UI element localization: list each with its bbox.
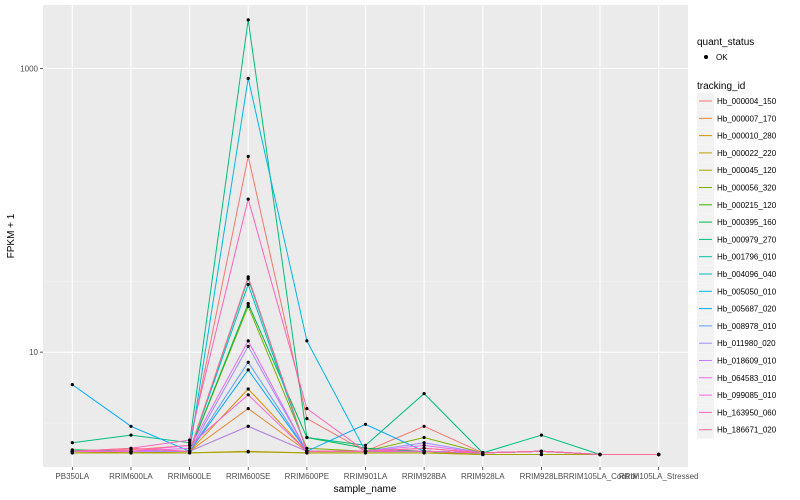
data-point — [539, 449, 544, 453]
data-point — [363, 446, 368, 450]
data-point — [246, 339, 250, 343]
legend-label: Hb_000004_150 — [717, 97, 777, 106]
data-point — [246, 154, 250, 158]
x-tick-label: RRIM928LA — [461, 472, 505, 481]
data-point — [422, 392, 426, 396]
data-point — [246, 368, 250, 372]
data-point — [129, 433, 133, 437]
data-point — [246, 302, 250, 306]
color-legend-title: tracking_id — [697, 81, 745, 92]
data-point — [246, 282, 250, 287]
x-tick-label: RRIM600PE — [285, 472, 329, 481]
y-tick-label: 10 — [29, 348, 38, 357]
y-axis-title: FPKM + 1 — [6, 213, 17, 258]
data-point — [422, 446, 426, 450]
points-layer — [70, 18, 661, 457]
color-legend: Hb_000004_150 Hb_000007_170 Hb_000010_280 H… — [697, 93, 777, 439]
data-point — [246, 424, 250, 428]
legend-label: Hb_186671_020 — [717, 426, 777, 435]
data-point — [305, 435, 309, 440]
data-point — [422, 449, 426, 453]
legend-label: Hb_001796_010 — [717, 253, 777, 262]
data-point — [129, 424, 133, 428]
data-point — [129, 449, 133, 453]
data-point — [598, 452, 602, 457]
data-point — [422, 435, 426, 440]
x-tick-label: RRIM105LA_Stressed — [619, 472, 699, 481]
data-point — [422, 443, 426, 447]
data-point — [246, 18, 250, 22]
data-point — [70, 383, 74, 387]
data-point — [246, 407, 250, 411]
data-point — [246, 304, 250, 308]
data-point — [539, 433, 544, 437]
data-point — [305, 417, 309, 421]
data-point — [246, 197, 250, 201]
data-point — [246, 360, 250, 364]
legend-label: Hb_004096_040 — [717, 270, 777, 279]
shape-legend-label: OK — [716, 53, 728, 62]
legend-label: Hb_018609_010 — [717, 357, 777, 366]
legend-label: Hb_000395_160 — [717, 218, 777, 227]
data-point — [305, 446, 309, 450]
x-tick-label: RRIM600LA — [109, 472, 153, 481]
data-point — [246, 344, 250, 348]
legend-label: Hb_000056_320 — [717, 184, 777, 193]
shape-legend-title: quant_status — [697, 37, 754, 48]
legend: quant_status OK tracking_id Hb_000004_15… — [697, 37, 777, 439]
x-axis-title: sample_name — [334, 484, 397, 495]
legend-label: Hb_000010_280 — [717, 132, 777, 141]
data-point — [422, 441, 426, 445]
legend-label: Hb_000007_170 — [717, 114, 777, 123]
data-point — [305, 339, 309, 343]
legend-label: Hb_005050_010 — [717, 287, 777, 296]
data-point — [539, 452, 544, 457]
data-point — [246, 76, 250, 80]
data-point — [188, 441, 192, 445]
data-point — [188, 446, 192, 450]
data-point — [246, 275, 250, 279]
data-point — [422, 424, 426, 428]
data-point — [305, 407, 309, 411]
data-point — [129, 446, 133, 450]
data-point — [188, 443, 192, 447]
shape-legend-key — [704, 55, 708, 59]
legend-label: Hb_064583_010 — [717, 374, 777, 383]
data-point — [246, 387, 250, 391]
y-tick-label: 1000 — [20, 64, 38, 73]
legend-label: Hb_099085_010 — [717, 391, 777, 400]
data-point — [363, 449, 368, 453]
x-tick-label: RRIM105LA_Control — [563, 472, 637, 481]
grid-lines — [43, 5, 688, 467]
x-tick-label: RRIM600SE — [226, 472, 270, 481]
data-point — [70, 441, 74, 445]
data-point — [363, 422, 368, 426]
x-tick-label: RRIM928LB — [520, 472, 564, 481]
legend-label: Hb_000215_120 — [717, 201, 777, 210]
x-tick-label: RRIM928BA — [402, 472, 447, 481]
x-tick-label: RRIM901LA — [344, 472, 388, 481]
data-point — [246, 450, 250, 454]
data-point — [481, 451, 485, 455]
legend-label: Hb_005687_020 — [717, 305, 777, 314]
data-point — [70, 449, 74, 453]
data-point — [657, 452, 661, 457]
legend-label: Hb_163950_060 — [717, 408, 777, 417]
x-axis: PB350LA RRIM600LA RRIM600LE RRIM600SE RRIM60… — [55, 467, 698, 481]
legend-label: Hb_000045_120 — [717, 166, 777, 175]
legend-label: Hb_000022_220 — [717, 149, 777, 158]
x-tick-label: RRIM600LE — [168, 472, 212, 481]
data-point — [188, 438, 192, 442]
data-point — [246, 393, 250, 397]
data-point — [305, 449, 309, 453]
legend-label: Hb_008978_010 — [717, 322, 777, 331]
data-point — [363, 443, 368, 447]
legend-label: Hb_011980_020 — [717, 339, 776, 348]
x-tick-label: PB350LA — [55, 472, 89, 481]
legend-label: Hb_000979_270 — [717, 235, 777, 244]
data-point — [188, 449, 192, 453]
y-axis: 10 1000 — [20, 64, 43, 357]
